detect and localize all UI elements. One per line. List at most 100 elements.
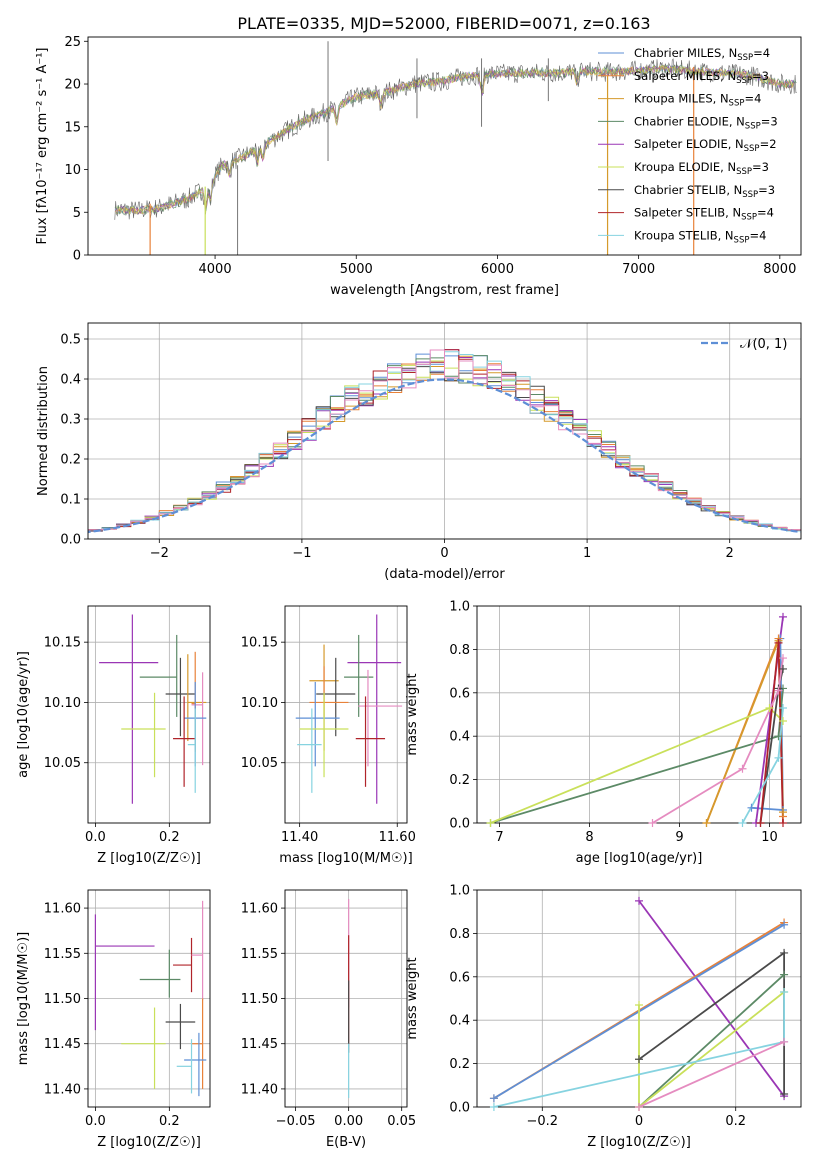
legend-text: Chabrier MILES, N xyxy=(634,46,737,60)
y-tick-label: 10.10 xyxy=(241,696,278,711)
x-tick-label: 6000 xyxy=(481,262,514,277)
legend-value: =3 xyxy=(752,69,769,83)
plot-area xyxy=(88,890,210,1107)
y-tick-label: 11.45 xyxy=(44,1037,81,1052)
y-tick-label: 0.2 xyxy=(449,1057,470,1072)
x-axis-label: E(B-V) xyxy=(326,1135,366,1150)
y-tick-label: 11.45 xyxy=(241,1037,278,1052)
weight-line xyxy=(638,900,785,1097)
y-tick-label: 5 xyxy=(73,206,81,221)
figure-title: PLATE=0335, MJD=52000, FIBERID=0071, z=0… xyxy=(237,14,650,33)
plot-area xyxy=(285,606,407,823)
weight-marker xyxy=(779,808,787,817)
model-spectrum xyxy=(116,65,795,215)
legend-value: =4 xyxy=(744,92,761,106)
panel-mass_vs_Z: 0.0 0.2 11.40 11.45 11.50 11.55 11.60 Z [log10(… xyxy=(16,889,211,1150)
y-axis-label: Flux [fλ10⁻¹⁷ erg cm⁻² s⁻¹ A⁻¹] xyxy=(35,48,50,245)
y-tick-label: 10 xyxy=(64,163,81,178)
plot-area xyxy=(114,41,797,255)
panel-mass_vs_ebv: −0.05 0.00 0.05 11.40 11.45 11.50 11.55 11.60 E(… xyxy=(241,889,416,1150)
legend-entry: Kroupa ELODIE, NSSP=3 xyxy=(634,160,769,177)
y-axis-label: age [log10(age/yr)] xyxy=(16,651,31,778)
weight-marker xyxy=(779,703,787,712)
y-tick-label: 0.0 xyxy=(449,1101,470,1116)
axes-frame xyxy=(87,322,802,540)
x-tick-label: 7000 xyxy=(622,262,655,277)
axes-frame xyxy=(476,605,802,824)
legend-text: Salpeter STELIB, N xyxy=(634,206,741,220)
weight-marker xyxy=(774,732,783,741)
y-tick-label: 0.8 xyxy=(449,927,470,942)
weight-marker xyxy=(702,819,711,827)
legend-sub: SSP xyxy=(737,53,753,63)
x-tick-label: 0.0 xyxy=(85,830,106,845)
y-tick-label: 0.8 xyxy=(449,643,470,658)
y-tick-label: 0.4 xyxy=(449,1014,470,1029)
y-axis-label: mass weight xyxy=(405,673,420,755)
weight-marker xyxy=(635,896,643,905)
panel-mass_weight_vs_age: 7 8 9 10 0.0 0.2 0.4 0.6 0.8 1.0 age [log10(age/yr… xyxy=(405,600,802,866)
legend-text: Kroupa MILES, N xyxy=(634,92,729,106)
weight-line xyxy=(638,973,785,1107)
weight-marker xyxy=(738,764,747,773)
x-tick-label: 0 xyxy=(440,546,448,561)
legend-text: Kroupa STELIB, N xyxy=(634,228,734,242)
y-tick-label: 0.4 xyxy=(449,730,470,745)
x-tick-label: −0.2 xyxy=(526,1114,558,1129)
weight-marker xyxy=(780,1089,789,1098)
weight-line xyxy=(490,688,784,823)
model-spectrum xyxy=(116,64,794,215)
panel-mass_weight_vs_Z: −0.2 0 0.2 0.0 0.2 0.4 0.6 0.8 1.0 Z [log10(Z/Z☉)… xyxy=(405,884,802,1150)
weight-marker xyxy=(489,1094,498,1103)
y-tick-label: 10.15 xyxy=(241,636,278,651)
y-axis-label: Normed distribution xyxy=(36,366,51,496)
y-tick-label: 1.0 xyxy=(449,600,470,615)
y-tick-label: 11.60 xyxy=(44,902,81,917)
y-axis-label: mass [log10(M/M☉)] xyxy=(16,932,31,1065)
y-tick-label: 11.55 xyxy=(241,947,278,962)
y-tick-label: 10.05 xyxy=(44,756,81,771)
plot-area xyxy=(88,323,801,539)
y-tick-label: 1.0 xyxy=(449,884,470,899)
x-axis-label: (data-model)/error xyxy=(384,567,505,582)
weight-marker xyxy=(780,920,789,929)
weight-marker xyxy=(779,819,787,827)
x-tick-label: 1 xyxy=(583,546,591,561)
weight-marker xyxy=(738,819,747,827)
legend-sub: SSP xyxy=(734,235,750,245)
x-axis-label: Z [log10(Z/Z☉)] xyxy=(97,1135,201,1150)
x-tick-label: 0.2 xyxy=(159,830,180,845)
legend-entry: Salpeter MILES, NSSP=3 xyxy=(634,69,769,86)
weight-marker xyxy=(635,1001,643,1010)
legend-entry: Kroupa STELIB, NSSP=4 xyxy=(634,228,766,245)
x-axis-label: age [log10(age/yr)] xyxy=(576,851,703,866)
x-tick-label: −1 xyxy=(292,546,311,561)
x-axis-label: Z [log10(Z/Z☉)] xyxy=(97,851,201,866)
x-tick-label: 11.60 xyxy=(379,830,416,845)
weight-marker xyxy=(489,1103,498,1111)
legend-sub: SSP xyxy=(744,144,760,154)
weight-marker xyxy=(774,753,783,762)
legend-value: =2 xyxy=(760,137,777,151)
weight-marker xyxy=(648,819,657,827)
x-tick-label: 4000 xyxy=(199,262,232,277)
x-tick-label: 7 xyxy=(495,830,503,845)
x-tick-label: 10 xyxy=(761,830,778,845)
weight-line xyxy=(638,1041,785,1107)
weight-marker xyxy=(635,1055,643,1064)
legend-text: Chabrier ELODIE, N xyxy=(634,114,745,128)
y-tick-label: 0.1 xyxy=(60,493,81,508)
legend-entry: Chabrier MILES, NSSP=4 xyxy=(634,46,770,63)
legend-entry: Kroupa MILES, NSSP=4 xyxy=(634,92,761,109)
legend-value: =4 xyxy=(757,206,774,220)
y-tick-label: 11.40 xyxy=(44,1082,81,1097)
legend-entry: Chabrier STELIB, NSSP=3 xyxy=(634,183,775,200)
x-tick-label: −0.05 xyxy=(276,1114,316,1129)
y-tick-label: 11.55 xyxy=(44,947,81,962)
legend-entry: 𝒩(0, 1) xyxy=(740,337,787,352)
plot-area xyxy=(285,890,407,1107)
x-axis-label: Z [log10(Z/Z☉)] xyxy=(587,1135,691,1150)
legend-value: =4 xyxy=(753,46,770,60)
x-tick-label: 0 xyxy=(635,1114,643,1129)
y-tick-label: 0.4 xyxy=(60,373,81,388)
